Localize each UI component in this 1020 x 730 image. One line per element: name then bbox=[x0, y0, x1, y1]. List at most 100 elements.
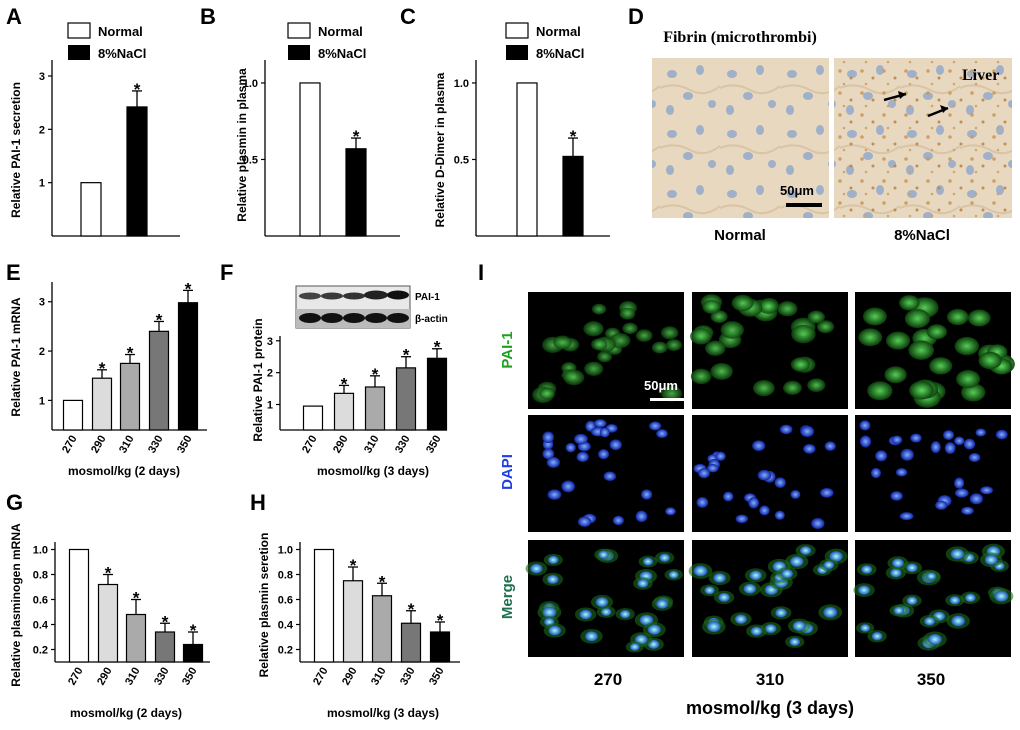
nucleus-dot bbox=[774, 510, 785, 520]
nucleus-dot bbox=[546, 456, 560, 468]
nucleus-dot bbox=[944, 442, 956, 454]
bar-h-330 bbox=[400, 622, 422, 663]
nucleus-dot bbox=[595, 597, 609, 608]
row-label-dapi: DAPI bbox=[499, 454, 516, 490]
significance-marker: * bbox=[162, 612, 169, 631]
significance-marker: * bbox=[190, 621, 197, 640]
legend-label-normal: Normal bbox=[318, 24, 363, 39]
nucleus-dot bbox=[890, 568, 902, 578]
fluor-image-dapi-350 bbox=[855, 415, 1011, 532]
histology-label-nacl: 8%NaCl bbox=[894, 227, 950, 244]
blot-band bbox=[343, 292, 365, 300]
nucleus-dot bbox=[823, 560, 835, 570]
bar-h-290 bbox=[342, 580, 364, 663]
histology-panel: Fibrin (microthrombi) Liver 50μm Normal … bbox=[652, 29, 1012, 244]
nucleus-dot bbox=[542, 606, 557, 618]
cell-body bbox=[666, 339, 682, 351]
blot-band bbox=[365, 313, 387, 323]
legend-swatch-normal bbox=[505, 22, 529, 39]
cell-body bbox=[884, 366, 907, 384]
cell-body bbox=[956, 370, 981, 389]
nucleus-dot bbox=[752, 440, 766, 452]
western-blot: PAI-1 β-actin bbox=[295, 285, 448, 329]
nucleus-dot bbox=[656, 429, 668, 439]
nucleus-dot bbox=[995, 429, 1008, 440]
cell-body bbox=[758, 299, 779, 314]
nucleus-dot bbox=[870, 467, 882, 479]
cell-body bbox=[583, 321, 604, 337]
nucleus-dot bbox=[649, 421, 662, 431]
legend-label-nacl: 8%NaCl bbox=[98, 46, 146, 61]
cell-body bbox=[753, 379, 775, 397]
y-axis-label: Relative plasmin seretion bbox=[257, 533, 271, 678]
nucleus-dot bbox=[734, 614, 747, 624]
bar-g-270 bbox=[68, 548, 90, 663]
bar-e-330 bbox=[148, 330, 170, 431]
cell-body bbox=[702, 299, 721, 314]
significance-marker: * bbox=[570, 127, 577, 146]
scale-bar bbox=[786, 203, 822, 207]
nucleus-dot bbox=[542, 431, 554, 444]
row-label-pai1: PAI-1 bbox=[499, 331, 516, 368]
panel-label-b: B bbox=[200, 4, 216, 29]
cell-body bbox=[783, 380, 802, 395]
fluor-col-label-350: 350 bbox=[917, 670, 945, 689]
cell-body bbox=[720, 321, 744, 339]
nucleus-dot bbox=[546, 574, 559, 584]
x-tick-label: 270 bbox=[311, 666, 331, 688]
legend-swatch-normal bbox=[67, 22, 91, 39]
nucleus-dot bbox=[668, 570, 679, 579]
nucleus-dot bbox=[963, 438, 976, 450]
y-axis-label: Relative plasmin in plasma bbox=[235, 68, 249, 222]
nucleus-dot bbox=[715, 451, 726, 461]
cell-body bbox=[539, 387, 556, 400]
chart-e: 1 2 3 270 * 290 * 310 * 330 * 350 Relative PAI-1 mRN… bbox=[9, 279, 207, 478]
nucleus-dot bbox=[775, 608, 787, 618]
cell-body bbox=[929, 357, 953, 375]
cell-body bbox=[904, 309, 931, 329]
nucleus-dot bbox=[748, 497, 760, 509]
nucleus-dot bbox=[789, 637, 801, 647]
y-tick-label: 0.2 bbox=[278, 645, 293, 657]
y-tick-label: 2 bbox=[39, 124, 45, 136]
histology-title: Fibrin (microthrombi) bbox=[663, 29, 817, 46]
x-tick-label: 350 bbox=[427, 666, 447, 688]
bar-h-270 bbox=[313, 548, 335, 663]
cell-body bbox=[807, 310, 825, 324]
x-tick-label: 350 bbox=[424, 434, 444, 456]
significance-marker: * bbox=[156, 310, 163, 329]
legend-label-nacl: 8%NaCl bbox=[318, 46, 366, 61]
fluor-image-pai-1-270 bbox=[528, 292, 684, 409]
cell-body bbox=[816, 320, 835, 334]
nucleus-dot bbox=[548, 555, 559, 565]
significance-marker: * bbox=[127, 344, 134, 363]
y-tick-label: 3 bbox=[39, 71, 45, 83]
fluor-col-label-310: 310 bbox=[756, 670, 784, 689]
nucleus-dot bbox=[641, 489, 653, 500]
nucleus-dot bbox=[859, 420, 871, 431]
nucleus-dot bbox=[576, 451, 589, 463]
x-axis-label: mosmol/kg (3 days) bbox=[317, 464, 429, 478]
x-axis-label: mosmol/kg (2 days) bbox=[68, 464, 180, 478]
significance-marker: * bbox=[105, 564, 112, 583]
x-tick-label: 330 bbox=[152, 666, 172, 688]
y-tick-label: 1 bbox=[267, 400, 273, 412]
x-tick-label: 330 bbox=[146, 434, 166, 456]
nucleus-dot bbox=[665, 507, 676, 516]
x-tick-label: 330 bbox=[393, 434, 413, 456]
nucleus-dot bbox=[579, 609, 592, 620]
nucleus-dot bbox=[659, 553, 671, 562]
arrow-icon bbox=[940, 105, 948, 113]
y-tick-label: 0.8 bbox=[278, 570, 293, 582]
legend-swatch-nacl bbox=[506, 45, 528, 60]
cell-body bbox=[563, 369, 585, 386]
x-tick-label: 310 bbox=[117, 434, 137, 456]
bar-e-270 bbox=[62, 399, 84, 431]
nucleus-dot bbox=[642, 557, 654, 566]
bar-a-Normal bbox=[80, 182, 102, 237]
cell-body bbox=[710, 362, 733, 380]
blot-row-actin bbox=[299, 313, 409, 323]
cell-body bbox=[777, 301, 798, 317]
nucleus-dot bbox=[577, 516, 592, 527]
cell-body bbox=[660, 326, 679, 340]
